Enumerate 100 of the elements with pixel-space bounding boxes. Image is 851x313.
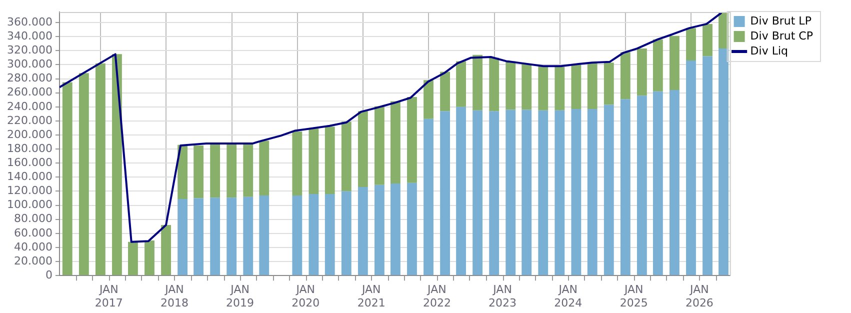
bar — [341, 122, 352, 192]
bar — [161, 224, 171, 276]
bar — [522, 110, 532, 276]
bar — [506, 110, 516, 276]
bar — [538, 110, 548, 276]
x-tick-label: JAN 2020 — [292, 283, 320, 310]
x-tick-label: JAN 2022 — [422, 283, 451, 310]
bar — [374, 106, 384, 185]
y-tick-label: 280.000 — [6, 72, 52, 85]
y-tick-label: 200.000 — [6, 128, 52, 141]
bar — [587, 63, 598, 110]
bar — [226, 144, 237, 198]
bar — [374, 184, 384, 276]
bar — [472, 110, 483, 276]
bar — [341, 191, 352, 276]
bar — [440, 72, 450, 112]
bar — [390, 101, 400, 184]
bar — [210, 198, 220, 276]
bar — [652, 91, 663, 276]
bar — [128, 242, 138, 276]
bar — [210, 144, 220, 198]
bar — [424, 80, 434, 119]
bar — [194, 146, 204, 198]
y-tick-label: 180.000 — [6, 142, 52, 155]
bar — [62, 82, 72, 276]
y-tick-label: 120.000 — [6, 184, 52, 198]
bar — [78, 73, 89, 276]
bar — [472, 54, 483, 110]
y-tick-label: 320.000 — [6, 44, 52, 57]
legend-label: Div Brut CP — [750, 29, 814, 42]
bar — [686, 28, 696, 61]
bar — [243, 196, 254, 276]
bar — [571, 64, 582, 110]
bar — [718, 48, 728, 276]
bar — [407, 182, 417, 276]
y-tick-label: 240.000 — [6, 100, 52, 113]
y-tick-label: 140.000 — [6, 170, 52, 184]
bar — [522, 64, 532, 110]
bar — [456, 106, 466, 276]
bar — [636, 48, 647, 96]
y-tick-label: 260.000 — [6, 86, 52, 99]
x-tick-label: JAN 2019 — [226, 283, 254, 310]
y-tick-label: 80.000 — [14, 212, 52, 226]
bar — [636, 96, 647, 276]
bar — [292, 132, 302, 196]
bar — [702, 56, 712, 276]
bar — [358, 111, 368, 188]
y-tick-label: 360.000 — [6, 15, 52, 28]
bar — [358, 187, 368, 276]
bar — [194, 198, 204, 276]
bar — [95, 63, 106, 276]
legend-label: Div Brut LP — [750, 14, 812, 28]
bar — [259, 140, 270, 196]
x-tick-label: JAN 2026 — [685, 283, 714, 310]
bar — [554, 110, 565, 276]
bar — [259, 195, 270, 276]
y-tick-label: 60.000 — [14, 226, 52, 240]
bar — [324, 194, 335, 276]
bar — [390, 184, 400, 276]
y-tick-label: 40.000 — [14, 240, 52, 254]
x-tick-label: JAN 2018 — [160, 283, 188, 310]
x-tick-label: JAN 2023 — [488, 283, 517, 310]
bar — [178, 144, 188, 199]
bar — [604, 62, 614, 105]
bar — [587, 109, 598, 276]
bar — [652, 39, 663, 92]
bar — [144, 240, 154, 276]
bar — [702, 24, 712, 56]
legend-label: Div Liq — [750, 44, 788, 58]
bar — [292, 195, 302, 276]
bar — [620, 52, 630, 100]
y-tick-label: 0 — [45, 268, 52, 282]
y-tick-label: 300.000 — [6, 58, 52, 71]
x-tick-label: JAN 2025 — [620, 283, 648, 310]
bar — [538, 66, 548, 110]
bar — [686, 60, 696, 276]
bar — [440, 111, 450, 276]
bar — [604, 104, 614, 276]
bar — [670, 36, 680, 90]
bar — [407, 97, 417, 183]
bar — [670, 90, 680, 276]
y-tick-label: 160.000 — [6, 156, 52, 169]
bar — [620, 99, 630, 276]
y-tick-label: 100.000 — [6, 198, 52, 212]
bar — [308, 194, 319, 276]
bar — [489, 58, 500, 112]
bar — [324, 126, 335, 194]
y-tick-label: 340.000 — [6, 29, 52, 42]
bar — [506, 61, 516, 110]
x-tick-label: JAN 2021 — [357, 283, 386, 310]
bar — [554, 66, 565, 110]
x-tick-label: JAN 2024 — [554, 283, 582, 310]
bar — [489, 111, 500, 276]
bar — [424, 118, 434, 276]
bar — [226, 198, 237, 276]
y-tick-label: 20.000 — [14, 254, 52, 268]
bar — [308, 128, 319, 194]
bar — [456, 61, 466, 107]
y-tick-label: 220.000 — [6, 114, 52, 127]
bar — [112, 54, 122, 276]
